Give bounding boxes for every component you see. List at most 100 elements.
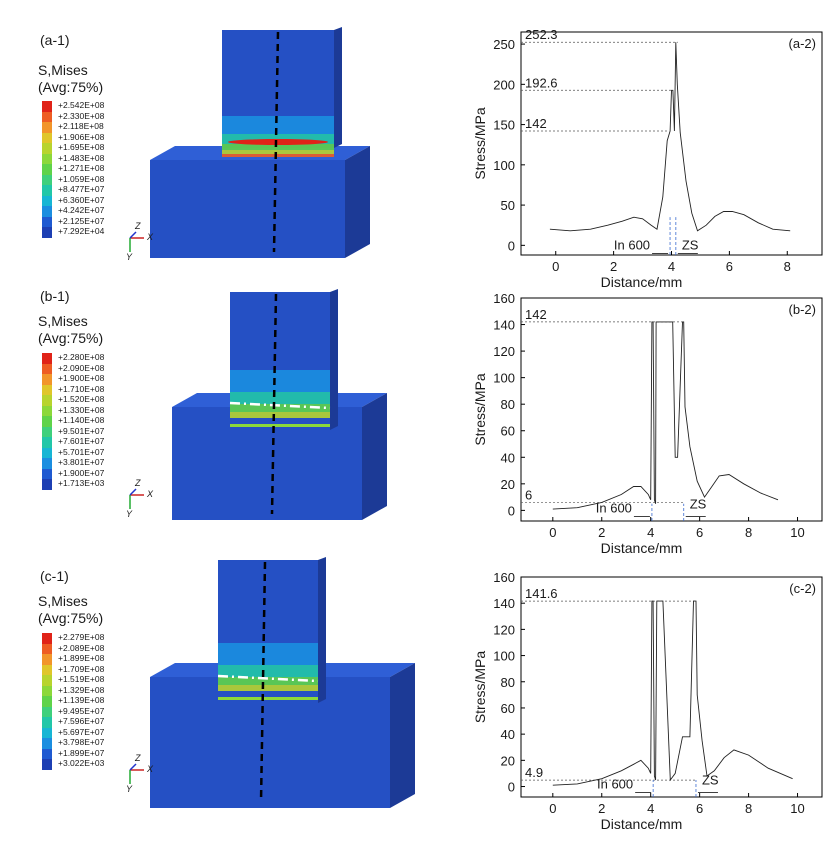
plot-frame: [520, 31, 823, 256]
chart-panel-tag: (b-2): [789, 302, 816, 317]
contour-legend: +2.542E+08 +2.330E+08 +2.118E+08 +1.906E+08…: [42, 100, 142, 241]
legend-value: +1.695E+08: [58, 142, 105, 152]
legend-value: +7.601E+07: [58, 436, 105, 446]
legend-value: +3.801E+07: [58, 457, 105, 467]
region-label-right: ZS: [690, 496, 707, 511]
y-tick-label: 0: [508, 238, 515, 253]
legend-swatch: [42, 353, 52, 364]
legend-swatch: [42, 101, 52, 112]
annotation-value: 142: [525, 307, 547, 322]
legend-swatch: [42, 195, 52, 206]
annotation-value: 4.9: [525, 765, 543, 780]
axis-label-z: Z: [135, 753, 141, 763]
x-tick-label: 0: [549, 525, 556, 540]
x-tick-label: 6: [696, 801, 703, 816]
y-tick-label: 200: [493, 77, 515, 92]
fem-panel-tag: (b-1): [40, 288, 70, 304]
legend-swatch: [42, 416, 52, 427]
legend-swatch: [42, 374, 52, 385]
legend-swatch: [42, 654, 52, 665]
legend-swatch: [42, 174, 52, 185]
x-axis-label: Distance/mm: [601, 274, 683, 290]
y-axis-label: Stress/MPa: [472, 651, 488, 724]
legend-swatch: [42, 216, 52, 227]
legend-swatch: [42, 643, 52, 654]
y-tick-label: 100: [493, 649, 515, 664]
legend-swatch: [42, 479, 52, 490]
x-axis-label: Distance/mm: [601, 540, 683, 556]
y-axis-label: Stress/MPa: [472, 107, 488, 180]
legend-value: +1.139E+08: [58, 695, 105, 705]
legend-value: +1.900E+07: [58, 467, 105, 478]
legend-swatch: [42, 675, 52, 686]
region-label-left: In 600: [614, 237, 650, 252]
x-tick-label: 6: [696, 525, 703, 540]
y-tick-label: 250: [493, 37, 515, 52]
legend-swatch: [42, 405, 52, 416]
axis-label-z: Z: [135, 478, 141, 488]
legend-value: +2.280E+08: [58, 352, 105, 362]
legend-value: +2.089E+08: [58, 642, 105, 653]
legend-swatch: [42, 706, 52, 717]
x-tick-label: 10: [790, 801, 804, 816]
annotation-value: 6: [525, 487, 532, 502]
legend-swatch: [42, 384, 52, 395]
legend-value: +1.519E+08: [58, 674, 105, 684]
legend-value: +9.501E+07: [58, 425, 105, 436]
legend-swatch: [42, 727, 52, 738]
legend-swatch: [42, 717, 52, 728]
axis-label-x: X: [147, 764, 154, 774]
legend-value: +2.118E+08: [58, 121, 104, 131]
legend-swatch: [42, 185, 52, 196]
legend-swatch: [42, 437, 52, 448]
legend-swatch: [42, 685, 52, 696]
chart-1: 0 20 40 60 80 100 120 140 160 0 2 4 6 8 10 Distance/mm S…: [472, 291, 823, 556]
legend-swatch: [42, 132, 52, 143]
legend-title: S,Mises: [38, 593, 88, 609]
axis-label-y: Y: [126, 784, 133, 794]
y-tick-label: 140: [493, 596, 515, 611]
y-tick-label: 120: [493, 622, 515, 637]
annotation-value: 252.3: [525, 27, 558, 42]
x-axis-label: Distance/mm: [601, 816, 683, 832]
legend-value: +5.697E+07: [58, 726, 105, 737]
y-tick-label: 80: [501, 675, 515, 690]
legend-swatch: [42, 738, 52, 749]
plot-frame: [520, 297, 823, 522]
legend-value: +1.713E+03: [58, 478, 105, 488]
x-tick-label: 4: [647, 525, 654, 540]
legend-value: +5.701E+07: [58, 446, 105, 457]
y-tick-label: 160: [493, 291, 515, 306]
legend-swatch: [42, 363, 52, 374]
legend-value: +1.329E+08: [58, 684, 105, 695]
legend-value: +1.059E+08: [58, 173, 105, 184]
legend-swatch: [42, 696, 52, 707]
plot-frame: [520, 576, 823, 798]
y-tick-label: 80: [501, 397, 515, 412]
legend-value: +1.709E+08: [58, 663, 105, 674]
y-tick-label: 0: [508, 503, 515, 518]
chart-2: 0 20 40 60 80 100 120 140 160 0 2 4 6 8 10 Distance/mm S…: [472, 570, 823, 832]
x-tick-label: 2: [598, 801, 605, 816]
legend-value: +8.477E+07: [58, 184, 105, 194]
legend-swatch: [42, 153, 52, 164]
stress-series-line: [552, 600, 793, 786]
y-tick-label: 50: [501, 198, 515, 213]
legend-title: S,Mises: [38, 62, 88, 78]
legend-value: +1.906E+08: [58, 131, 105, 142]
chart-0: 0 50 100 150 200 250 0 2 4 6 8 Distance/mm Stress/MP…: [472, 27, 823, 290]
x-tick-label: 8: [745, 801, 752, 816]
legend-swatch: [42, 227, 52, 238]
chart-panel-tag: (c-2): [789, 581, 816, 596]
legend-value: +1.483E+08: [58, 152, 105, 163]
legend-swatch: [42, 664, 52, 675]
legend-title: S,Mises: [38, 313, 88, 329]
fem-panel-tag: (a-1): [40, 32, 70, 48]
y-tick-label: 40: [501, 450, 515, 465]
x-tick-label: 0: [549, 801, 556, 816]
region-label-right: ZS: [682, 237, 699, 252]
region-label-left: In 600: [597, 777, 633, 792]
chart-panel-tag: (a-2): [789, 36, 816, 51]
x-tick-label: 4: [668, 259, 675, 274]
